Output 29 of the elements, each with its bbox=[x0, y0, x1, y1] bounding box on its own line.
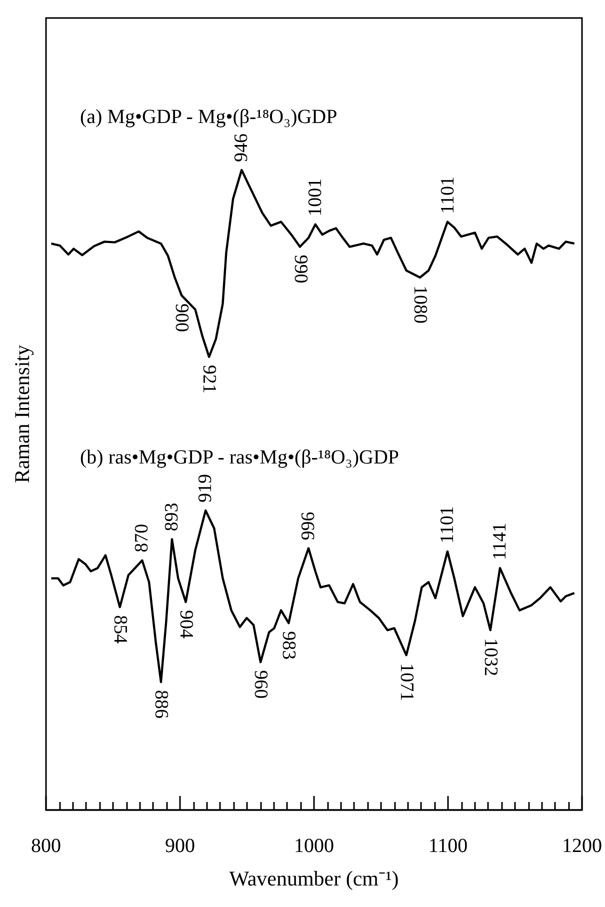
annotation: 1071 bbox=[396, 663, 417, 702]
annotation: 854 bbox=[109, 615, 130, 644]
x-axis-title: Wavenumber (cm⁻¹) bbox=[229, 866, 399, 890]
annotation: 921 bbox=[198, 364, 220, 394]
annotation: 990 bbox=[290, 254, 312, 284]
annotation: 983 bbox=[278, 631, 300, 660]
x-tick-label: 1000 bbox=[294, 835, 334, 857]
x-tick-label: 1100 bbox=[428, 835, 468, 857]
annotation: 946 bbox=[231, 134, 252, 162]
annotation: 1101 bbox=[438, 176, 458, 214]
x-tick-label: 900 bbox=[165, 835, 195, 857]
text: (a) Mg•GDP - Mg•(β-¹⁸O₃)GDP bbox=[80, 106, 338, 128]
x-tick-label: 800 bbox=[31, 835, 61, 857]
annotation: 904 bbox=[175, 610, 196, 639]
annotation: 886 bbox=[150, 690, 172, 718]
x-tick-label: 1200 bbox=[562, 835, 602, 857]
annotation: 870 bbox=[132, 524, 153, 552]
annotation: 900 bbox=[170, 303, 192, 332]
y-axis-title: Raman Intensity bbox=[10, 344, 34, 484]
annotation: 1101 bbox=[436, 506, 458, 544]
annotation: 893 bbox=[161, 502, 182, 532]
annotation: 1080 bbox=[409, 286, 430, 324]
annotation: 919 bbox=[195, 474, 216, 502]
annotation: 1001 bbox=[304, 178, 326, 216]
annotation: (b) ras•Mg•GDP - ras•Mg•(β-¹⁸O₃)GDP bbox=[80, 446, 400, 468]
annotation: 960 bbox=[250, 670, 272, 699]
annotation: 1141 bbox=[489, 522, 510, 560]
annotation: 996 bbox=[298, 512, 320, 540]
annotation: 1032 bbox=[480, 638, 501, 676]
